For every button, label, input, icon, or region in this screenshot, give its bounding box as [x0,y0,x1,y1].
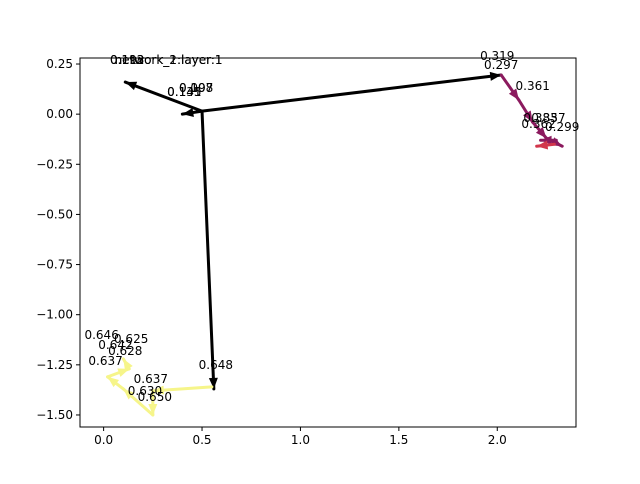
plot-background [80,58,576,427]
series-0-arrowhead [489,71,502,81]
series-0-segment [200,109,216,391]
series-3-arrowhead [148,403,158,415]
series-0-segment [123,80,204,113]
y-tick-label: −1.25 [36,358,73,372]
series-0-arrowhead [182,108,194,117]
x-tick-label: 1.5 [389,433,408,447]
plot-frame [79,57,577,428]
annotation-label: 0.637 [88,354,122,368]
y-tick-label: −0.25 [36,157,73,171]
series-1-arrowhead [523,110,533,123]
annotation-label: 0.642 [98,338,132,352]
annotation-label: 0.648 [199,358,233,372]
annotation-label: 0.625 [114,332,148,346]
x-tick-label: 1.0 [291,433,310,447]
series-0-arrowhead [125,81,138,91]
annotation-label: 0.357 [531,111,565,125]
x-axis: 0.0 0.5 1.0 1.5 2.0 [94,427,507,447]
x-tick-label: 0.5 [192,433,211,447]
annotation-label: 0.646 [84,328,118,342]
annotation-label: network_2:layer:1 [115,53,223,67]
series-1-arrowhead [540,135,552,145]
x-tick-label: 2.0 [488,433,507,447]
annotation-label: 0.299 [545,120,579,134]
annotation-label: 0.637 [134,372,168,386]
y-tick-label: −0.75 [36,258,73,272]
series-3-arrowhead [152,385,165,395]
annotation-label: 0.383 [523,111,557,125]
annotation-label: network_1:layer:1 [115,53,223,67]
series-3-arrowhead [117,368,130,377]
series-0-segment [200,73,503,113]
annotation-label: 0.319 [480,49,514,63]
series-1-arrowhead [535,126,547,139]
y-tick-label: 0.00 [46,107,73,121]
y-axis: 0.25 0.00 −0.25 −0.50 −0.75 −1.00 −1.25 −1.50 [36,57,80,422]
y-tick-label: −0.50 [36,207,73,221]
x-tick-label: 0.0 [94,433,113,447]
annotation-label: 0.131 [167,85,201,99]
series-3-arrowhead [123,358,133,371]
series-2-arrowhead [536,140,549,150]
annotation-label: 0.145 [167,85,201,99]
series-1-arrowhead [508,88,519,101]
annotation-label: 0.630 [128,384,162,398]
y-tick-label: 0.25 [46,57,73,71]
annotation-label: 0.650 [138,390,172,404]
series-3-arrowhead [123,388,135,400]
annotation-label: 0.362 [521,117,555,131]
series-0-arrowhead [208,377,218,389]
annotation-label: 0.361 [516,79,550,93]
series-3-arrowhead [107,376,120,388]
annotation-label: 0.193 [110,53,144,67]
y-tick-label: −1.00 [36,308,73,322]
y-tick-label: −1.50 [36,408,73,422]
annotation-label: 0.297 [484,58,518,72]
annotation-label: 0.098 [179,81,213,95]
annotation-label: 0.112 [110,53,144,67]
annotation-label: 0.628 [108,344,142,358]
annotation-label: 0.107 [179,81,213,95]
data-layer [106,71,564,417]
